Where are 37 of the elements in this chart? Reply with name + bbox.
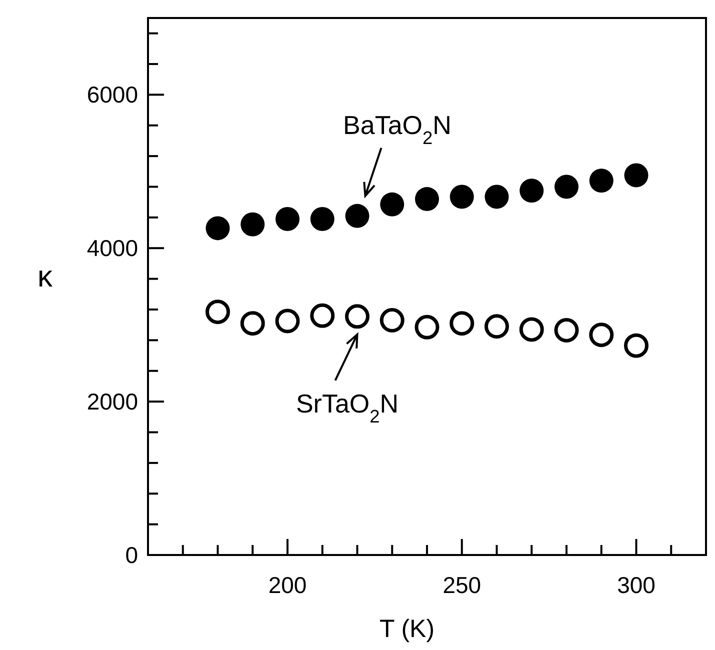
point xyxy=(414,314,440,340)
point xyxy=(206,300,230,324)
point xyxy=(624,163,648,188)
point xyxy=(520,178,544,203)
point xyxy=(345,304,370,329)
point xyxy=(275,308,300,334)
y-tick-label: 0 xyxy=(125,542,138,568)
point xyxy=(589,168,614,193)
y-axis-title: κ xyxy=(38,260,54,294)
point xyxy=(310,303,335,328)
point xyxy=(380,308,404,333)
x-tick-label: 200 xyxy=(268,572,307,598)
series-label: BaTaO$_{2}$N xyxy=(343,110,452,148)
point xyxy=(450,184,474,209)
point xyxy=(484,314,509,339)
point xyxy=(484,184,509,209)
y-tick-label: 6000 xyxy=(86,82,138,108)
point xyxy=(276,206,300,231)
point xyxy=(554,174,578,199)
point xyxy=(519,317,544,342)
point xyxy=(240,311,265,336)
point xyxy=(415,187,439,212)
point xyxy=(624,333,648,358)
point xyxy=(240,212,265,236)
x-tick-label: 250 xyxy=(442,572,482,598)
x-tick-label: 300 xyxy=(617,572,656,598)
point xyxy=(345,204,370,228)
point xyxy=(380,192,404,216)
point xyxy=(310,206,334,231)
y-tick-label: 4000 xyxy=(86,235,138,262)
point xyxy=(554,318,579,342)
legend-label: SrTaO$_{2}$N xyxy=(296,388,399,426)
point xyxy=(450,311,474,336)
point xyxy=(206,216,230,240)
x-axis-title: T (K) xyxy=(379,615,435,643)
y-tick-label: 2000 xyxy=(86,388,138,415)
point xyxy=(589,322,614,348)
